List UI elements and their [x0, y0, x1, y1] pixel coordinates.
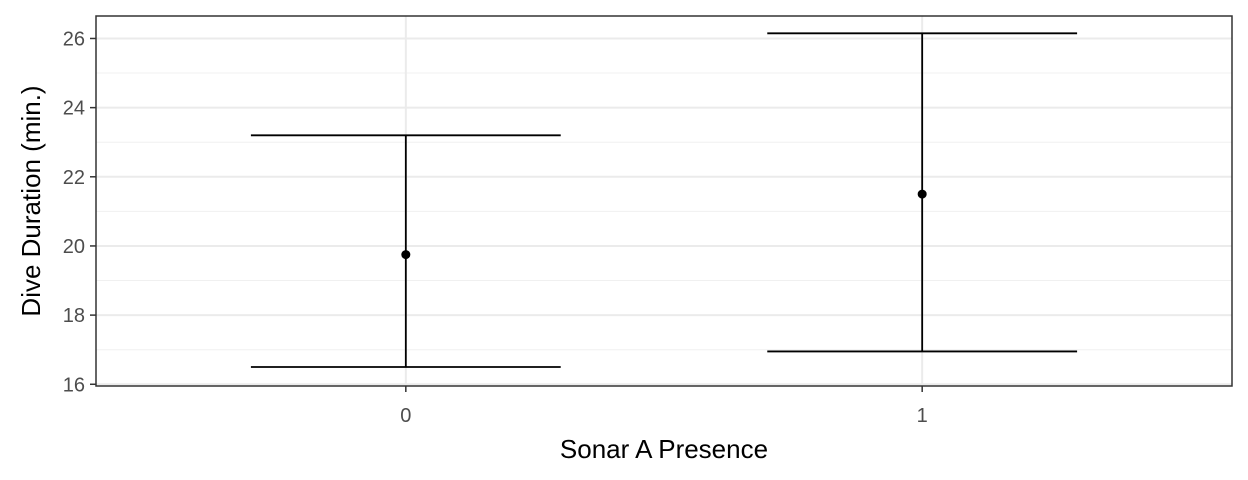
y-tick-label: 20 [63, 236, 85, 258]
plot-background [96, 16, 1232, 386]
y-tick-label: 18 [63, 305, 85, 327]
mean-point [401, 250, 411, 260]
x-tick-label: 0 [400, 405, 411, 427]
y-tick-label: 24 [63, 98, 85, 120]
y-axis-title: Dive Duration (min.) [16, 85, 46, 316]
axis-ticks [90, 37, 923, 392]
mean-point [917, 189, 927, 199]
y-tick-labels: 16 18 20 22 24 26 [63, 28, 85, 396]
y-tick-label: 22 [63, 167, 85, 189]
minor-gridlines [96, 72, 1232, 351]
y-tick-label: 26 [63, 28, 85, 50]
plot-panel-border [95, 15, 1233, 387]
y-tick-label: 16 [63, 374, 85, 396]
error-bar-marks [250, 32, 1078, 368]
x-axis-title: Sonar A Presence [560, 434, 768, 464]
x-tick-label: 1 [917, 405, 928, 427]
